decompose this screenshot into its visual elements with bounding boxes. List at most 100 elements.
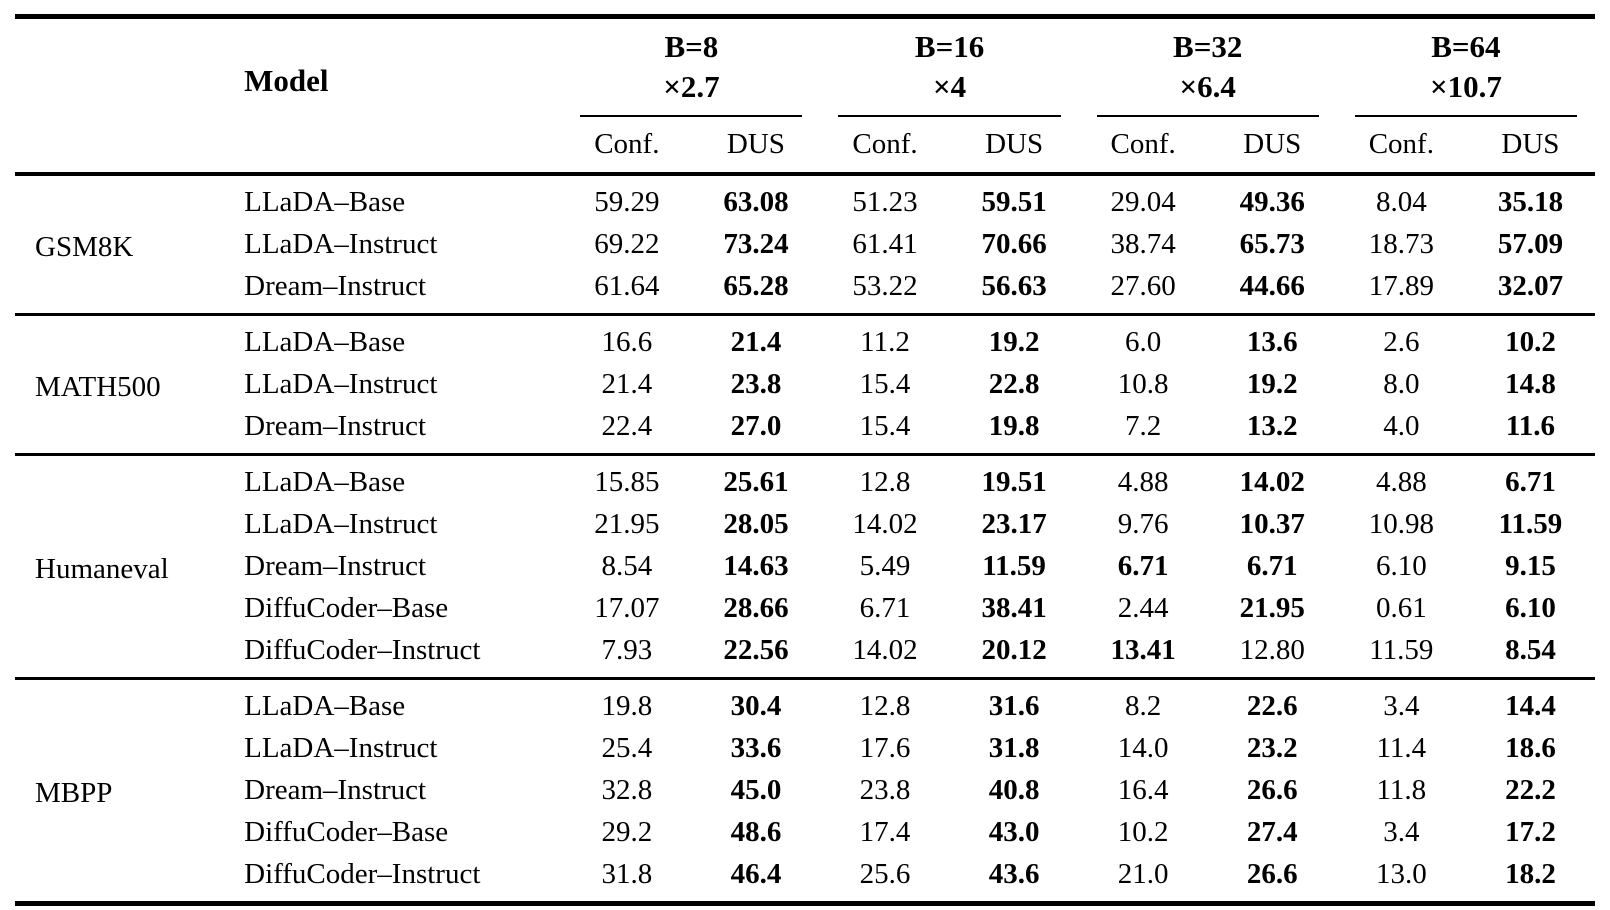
score-cell: 5.49 — [859, 550, 911, 582]
score-cell: 19.8 — [988, 410, 1040, 442]
score-cell: 70.66 — [981, 228, 1047, 260]
score-cell: 65.28 — [723, 270, 789, 302]
group-header-b64: B=64 ×10.7 — [1337, 17, 1595, 117]
score-cell: 8.2 — [1125, 690, 1162, 722]
score-cell: 35.18 — [1497, 186, 1564, 218]
score-cell: 49.36 — [1239, 186, 1305, 218]
subheader-spacer — [15, 117, 240, 174]
subheader-dus-b64: DUS — [1501, 128, 1560, 160]
model-name: DiffuCoder–Instruct — [244, 634, 481, 666]
score-cell: 23.8 — [859, 774, 911, 806]
table-row: LLaDA–Instruct 21.4 23.8 15.4 22.8 10.8 19.2 8.… — [15, 363, 1595, 405]
score-cell: 57.09 — [1497, 228, 1564, 260]
score-cell: 31.8 — [988, 732, 1040, 764]
group-header-b8: B=8 ×2.7 — [562, 17, 820, 117]
group-header-row: Model B=8 ×2.7 B=16 ×4 B=32 — [15, 17, 1595, 118]
score-cell: 20.12 — [981, 634, 1047, 666]
model-name: LLaDA–Base — [244, 326, 406, 358]
score-cell: 38.74 — [1110, 228, 1176, 260]
score-cell: 10.98 — [1368, 508, 1434, 540]
benchmark-label: Humaneval — [35, 553, 169, 585]
group-b8-rule: B=8 ×2.7 — [580, 19, 803, 117]
score-cell: 12.8 — [859, 690, 911, 722]
score-cell: 0.61 — [1375, 592, 1427, 624]
score-cell: 11.59 — [982, 550, 1046, 582]
score-cell: 29.2 — [601, 816, 653, 848]
table-row: DiffuCoder–Instruct 31.8 46.4 25.6 43.6 21.0 2… — [15, 853, 1595, 904]
score-cell: 25.61 — [723, 466, 789, 498]
score-cell: 44.66 — [1239, 270, 1305, 302]
score-cell: 16.4 — [1117, 774, 1169, 806]
table-row: GSM8K LLaDA–Base 59.29 63.08 51.23 59.51 29.04… — [15, 174, 1595, 263]
score-cell: 11.59 — [1498, 508, 1563, 540]
model-name: LLaDA–Instruct — [244, 368, 438, 400]
model-name: DiffuCoder–Instruct — [244, 858, 481, 890]
score-cell: 10.2 — [1505, 326, 1556, 358]
score-cell: 27.0 — [730, 410, 782, 442]
score-cell: 21.4 — [601, 368, 653, 400]
benchmark-column-header — [15, 17, 240, 118]
b32-label: B=32 — [1173, 29, 1243, 64]
score-cell: 48.6 — [730, 816, 782, 848]
score-cell: 45.0 — [730, 774, 782, 806]
table-row: LLaDA–Instruct 69.22 73.24 61.41 70.66 38.74 6… — [15, 223, 1595, 265]
table-row: DiffuCoder–Instruct 7.93 22.56 14.02 20.12 13… — [15, 629, 1595, 679]
score-cell: 19.2 — [1246, 368, 1298, 400]
score-cell: 21.95 — [594, 508, 660, 540]
score-cell: 11.2 — [860, 326, 910, 358]
subheader-dus-b32: DUS — [1243, 128, 1302, 160]
score-cell: 13.0 — [1375, 858, 1427, 890]
model-name: Dream–Instruct — [244, 550, 427, 582]
score-cell: 11.59 — [1369, 634, 1434, 666]
model-name: DiffuCoder–Base — [244, 592, 449, 624]
score-cell: 14.4 — [1505, 690, 1556, 722]
model-name: Dream–Instruct — [244, 270, 427, 302]
table-row: Humaneval LLaDA–Base 15.85 25.61 12.8 19.51 4.… — [15, 455, 1595, 585]
score-cell: 19.2 — [988, 326, 1040, 358]
table-row: LLaDA–Instruct 25.4 33.6 17.6 31.8 14.0 23.2 11… — [15, 727, 1595, 769]
b16-label: B=16 — [914, 29, 985, 64]
group-header-b32: B=32 ×6.4 — [1079, 17, 1337, 117]
score-cell: 10.2 — [1117, 816, 1169, 848]
score-cell: 6.71 — [1246, 550, 1298, 582]
results-table: Model B=8 ×2.7 B=16 ×4 B=32 — [15, 14, 1595, 906]
subheader-conf-b16: Conf. — [852, 128, 918, 160]
score-cell: 18.2 — [1505, 858, 1556, 890]
score-cell: 63.08 — [723, 186, 789, 218]
score-cell: 15.4 — [859, 410, 911, 442]
score-cell: 2.6 — [1383, 326, 1420, 358]
score-cell: 51.23 — [852, 186, 918, 218]
subheader-dus-b16: DUS — [985, 128, 1044, 160]
score-cell: 38.41 — [981, 592, 1047, 624]
model-name: LLaDA–Base — [244, 466, 406, 498]
score-cell: 6.71 — [1505, 466, 1556, 498]
score-cell: 18.6 — [1505, 732, 1556, 764]
model-name: LLaDA–Base — [244, 690, 406, 722]
score-cell: 30.4 — [730, 690, 782, 722]
score-cell: 14.02 — [852, 508, 918, 540]
score-cell: 25.4 — [601, 732, 653, 764]
table-row: MBPP LLaDA–Base 19.8 30.4 12.8 31.6 8.2 22.6 3.4… — [15, 679, 1595, 809]
score-cell: 21.4 — [730, 326, 782, 358]
model-name: LLaDA–Instruct — [244, 732, 438, 764]
section-humaneval: Humaneval LLaDA–Base 15.85 25.61 12.8 19.51 4.… — [15, 454, 1595, 679]
score-cell: 61.41 — [852, 228, 918, 260]
score-cell: 59.29 — [594, 186, 660, 218]
group-b16-rule: B=16 ×4 — [838, 19, 1061, 117]
table-row: Dream–Instruct 8.54 14.63 5.49 11.59 6.71 6.71… — [15, 545, 1595, 587]
model-name: LLaDA–Instruct — [244, 228, 438, 260]
b8-label: B=8 — [664, 29, 719, 64]
score-cell: 22.6 — [1246, 690, 1298, 722]
score-cell: 31.6 — [988, 690, 1040, 722]
b16-multiplier: ×4 — [932, 69, 967, 104]
score-cell: 65.73 — [1239, 228, 1305, 260]
score-cell: 6.10 — [1505, 592, 1556, 624]
score-cell: 23.2 — [1246, 732, 1298, 764]
score-cell: 46.4 — [730, 858, 782, 890]
score-cell: 8.54 — [601, 550, 653, 582]
score-cell: 19.8 — [601, 690, 653, 722]
score-cell: 9.76 — [1117, 508, 1169, 540]
b32-multiplier: ×6.4 — [1179, 69, 1236, 104]
score-cell: 14.02 — [852, 634, 918, 666]
